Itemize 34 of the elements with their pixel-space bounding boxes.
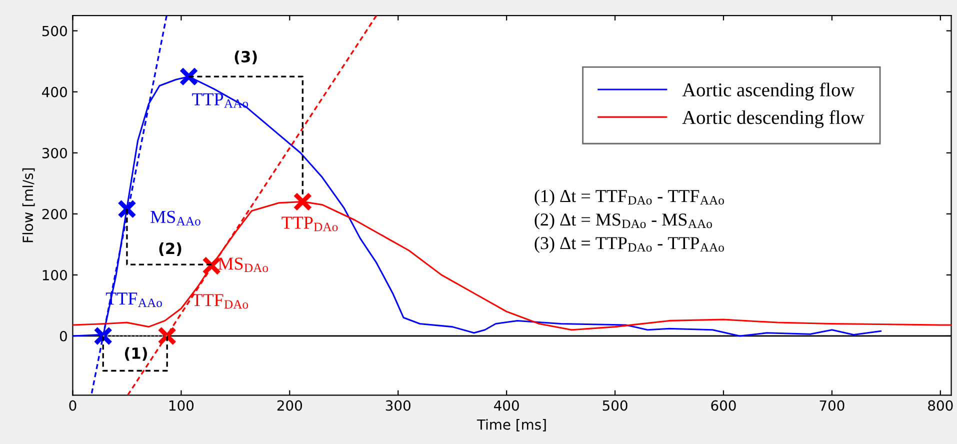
y-tick-label: 200: [42, 208, 67, 220]
point: [94, 326, 113, 346]
annotation: (3): [234, 50, 257, 64]
annotation: (2) Δt = MS$_{DAo}$ - MS$_{AAo}$: [534, 212, 712, 230]
legend-label: Aortic ascending flow: [682, 82, 855, 100]
annotation: (2): [159, 242, 182, 256]
y-tick-label: 300: [42, 148, 67, 158]
point: [179, 67, 198, 86]
x-tick-label: 500: [602, 400, 628, 411]
annotation: (3) Δt = TTP$_{DAo}$ - TTP$_{AAo}$: [534, 236, 724, 253]
y-axis-title: Flow [ml/s]: [22, 168, 35, 242]
annotation: MS$_{DAo}$: [218, 258, 268, 272]
y-tick-label: 100: [42, 270, 67, 280]
annotation: (1): [125, 347, 147, 361]
annotation: MS$_{AAo}$: [150, 210, 200, 226]
y-tick-label: 500: [42, 26, 67, 36]
point: [293, 192, 312, 212]
annotation: (1) Δt = TTF$_{DAo}$ - TTF$_{AAo}$: [534, 189, 724, 206]
x-tick-label: 300: [386, 400, 410, 411]
point: [117, 200, 136, 219]
point: [158, 326, 177, 346]
y-tick-label: 400: [42, 86, 67, 98]
y-tick-label: 0: [60, 330, 67, 342]
x-tick-label: 800: [928, 400, 953, 411]
annotation: TTF$_{DAo}$: [192, 294, 248, 309]
legend-label: Aortic descending flow: [682, 110, 864, 128]
x-tick-label: 600: [711, 400, 736, 411]
x-axis-title: Time [ms]: [476, 419, 546, 432]
annotation: TTP$_{DAo}$: [282, 216, 338, 232]
x-tick-label: 100: [169, 400, 194, 411]
x-tick-label: 200: [277, 400, 302, 411]
x-tick-label: 400: [494, 400, 519, 411]
x-tick-label: 700: [820, 400, 844, 411]
x-tick-label: 0: [69, 400, 76, 411]
